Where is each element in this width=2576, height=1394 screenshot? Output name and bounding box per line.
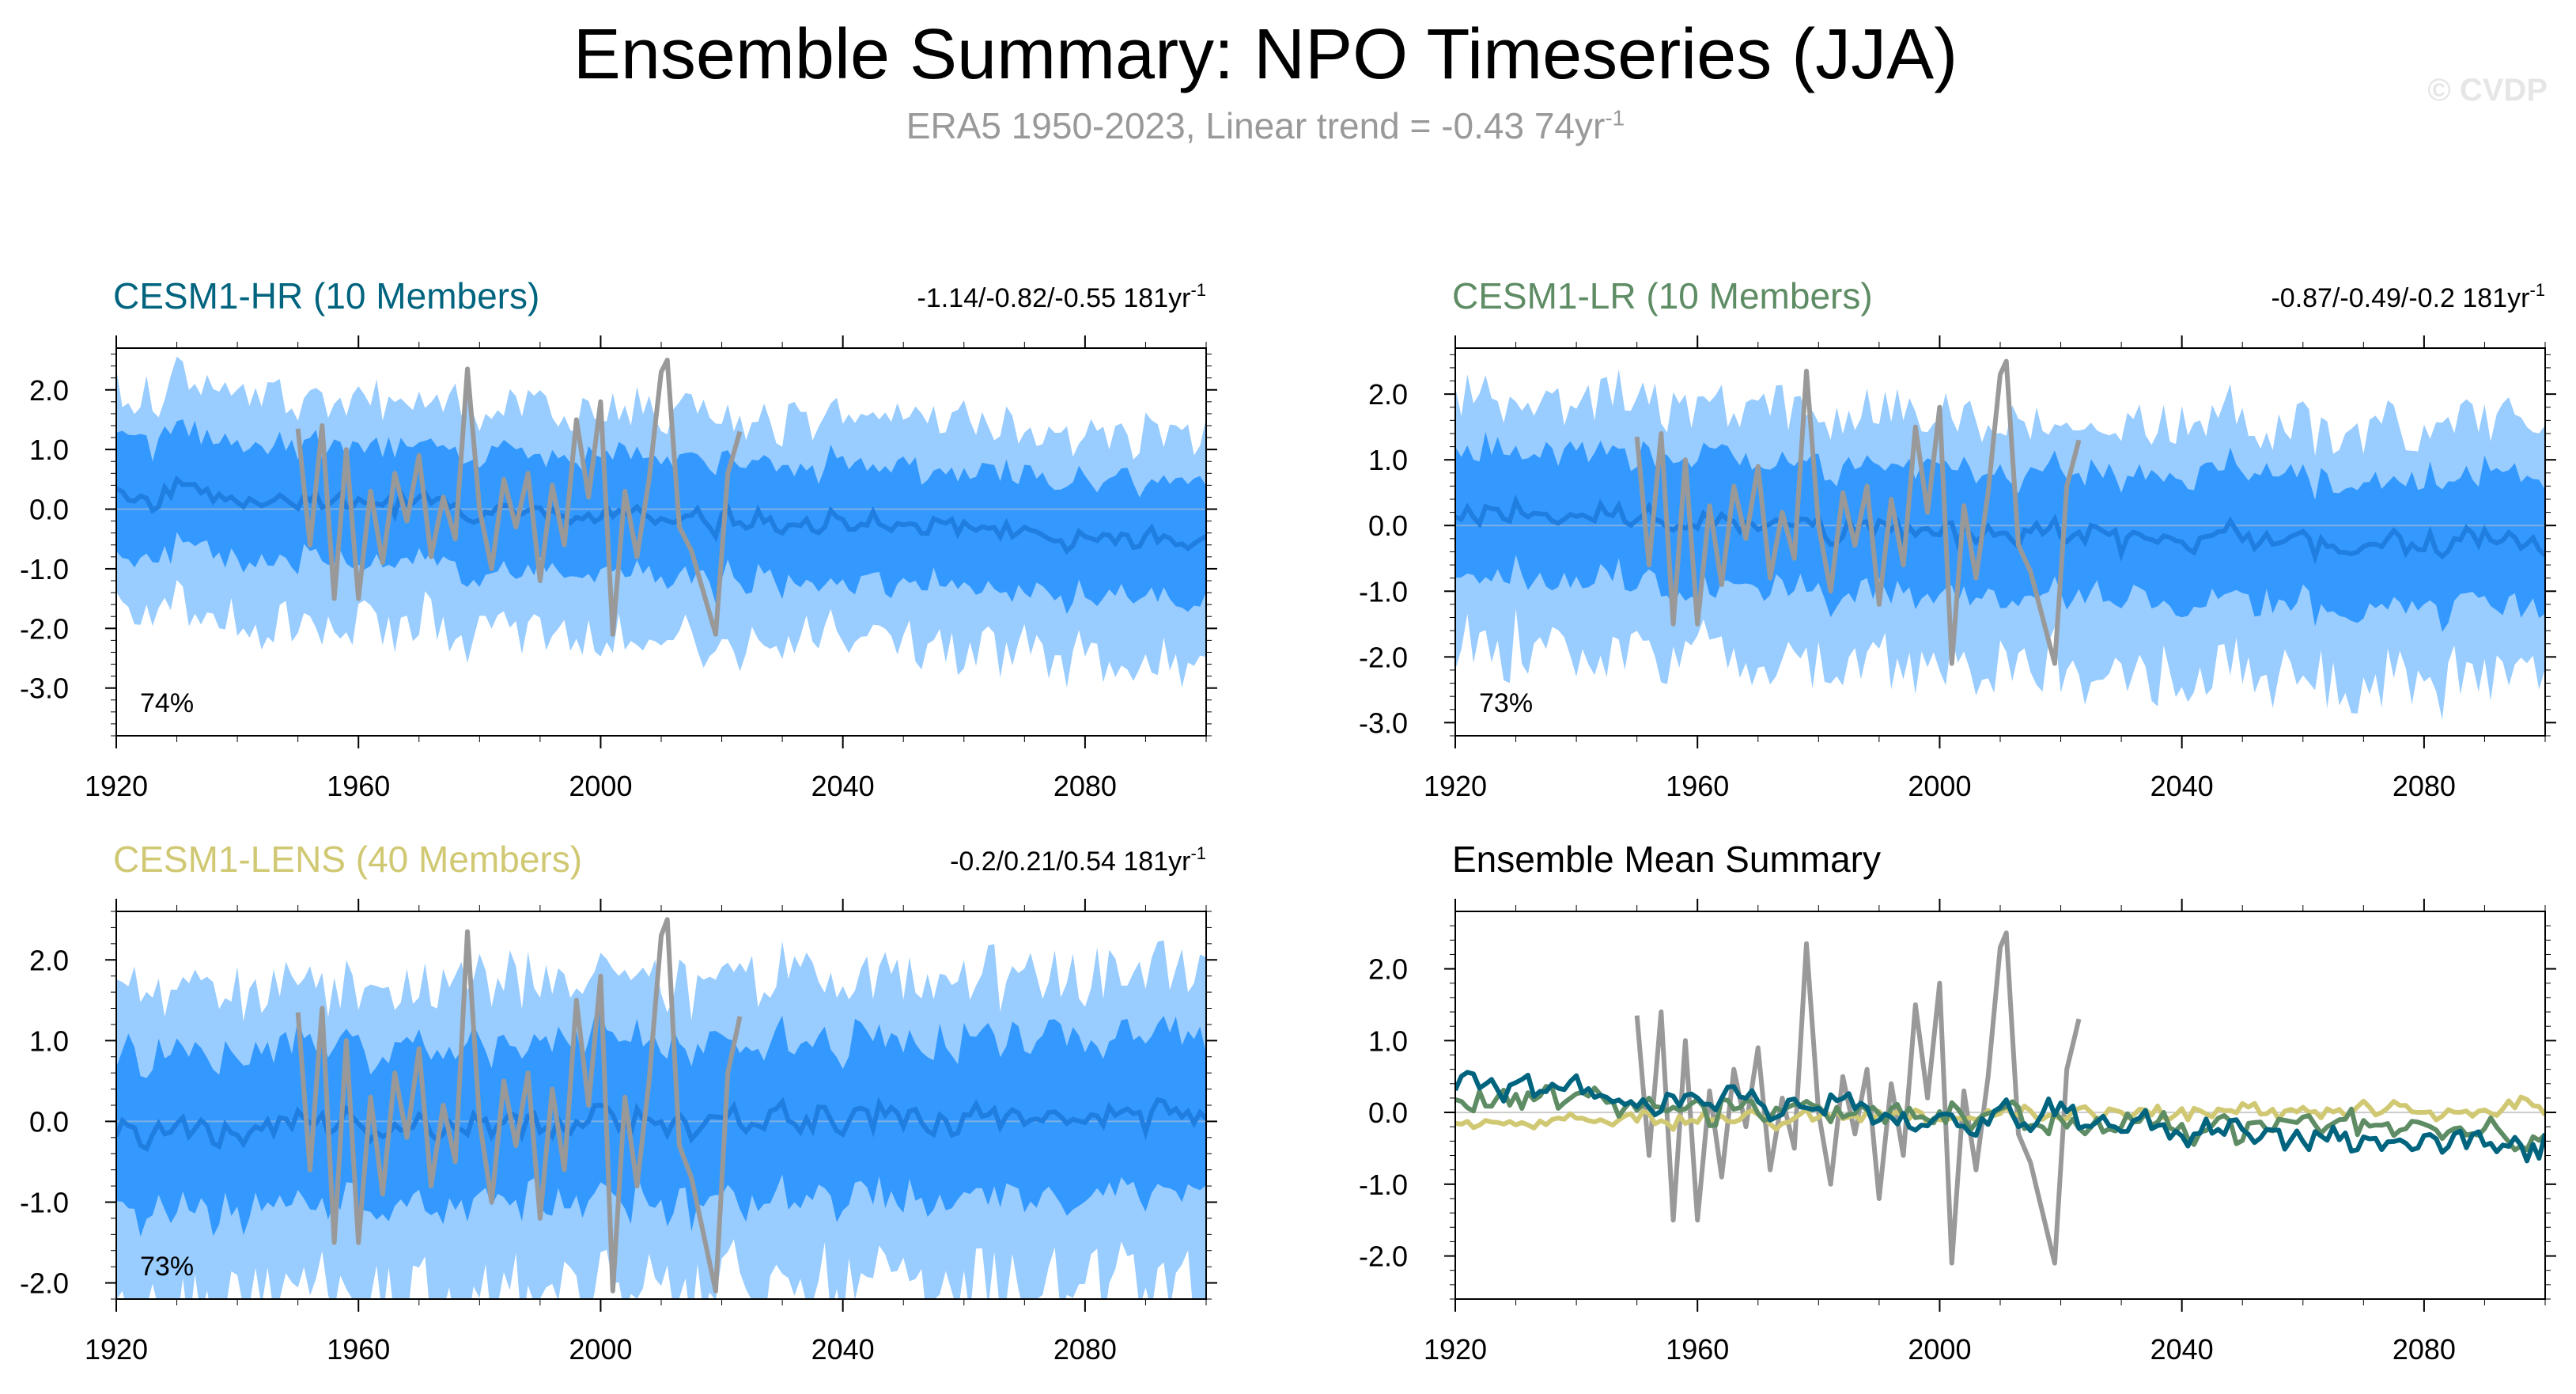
- y-tick-label: 0.0: [29, 1105, 69, 1138]
- ensemble-mean-line: [116, 475, 1206, 555]
- y-tick-label: -1.0: [20, 553, 69, 585]
- y-tick-label: -1.0: [1359, 1169, 1408, 1201]
- x-tick-label: 1960: [327, 1333, 390, 1366]
- trend-text: -1.14/-0.82/-0.55 181yr: [917, 283, 1191, 313]
- x-tick-label: 1920: [1424, 1333, 1487, 1366]
- x-tick-label: 2080: [1053, 1333, 1117, 1366]
- y-tick-label: -2.0: [1359, 641, 1408, 673]
- y-tick-label: 1.0: [1368, 444, 1408, 476]
- y-tick-label: -1.0: [20, 1187, 69, 1219]
- y-tick-label: -3.0: [1359, 706, 1408, 739]
- y-tick-label: 2.0: [29, 944, 69, 976]
- era5-line: [295, 358, 743, 637]
- y-tick-label: 1.0: [29, 1025, 69, 1057]
- x-tick-label: 2000: [1908, 1333, 1971, 1366]
- era5-line: [295, 917, 743, 1294]
- percent-label: 73%: [1479, 688, 1533, 718]
- panel-title: CESM1-LENS (40 Members): [113, 839, 582, 880]
- trend-text: -0.87/-0.49/-0.2 181yr: [2271, 283, 2529, 313]
- chart-panel-3: CESM1-LENS (40 Members) -0.2/0.21/0.54 18…: [20, 839, 1217, 1366]
- era5-line: [1634, 358, 2082, 666]
- plot-area: [1455, 930, 2545, 1266]
- plot-area: [116, 917, 1206, 1299]
- trend-superscript: -1: [1190, 280, 1206, 300]
- x-tick-label: 1960: [1666, 1333, 1729, 1366]
- chart-panel-1: CESM1-HR (10 Members) -1.14/-0.82/-0.55 1…: [20, 275, 1217, 802]
- ensemble-mean-line: [1455, 494, 2545, 565]
- y-tick-label: -2.0: [1359, 1241, 1408, 1273]
- x-tick-label: 2080: [1053, 770, 1117, 802]
- x-tick-label: 2000: [569, 1333, 632, 1366]
- mean-line-lens: [1455, 1094, 2545, 1132]
- y-tick-label: -3.0: [20, 672, 69, 705]
- x-tick-label: 2040: [2150, 1333, 2214, 1366]
- era5-line: [1634, 930, 2082, 1266]
- x-tick-label: 2040: [811, 1333, 875, 1366]
- subtitle-superscript: -1: [1605, 105, 1625, 131]
- x-tick-label: 1920: [85, 770, 148, 802]
- trend-superscript: -1: [1190, 843, 1206, 863]
- y-tick-label: 2.0: [1368, 378, 1408, 411]
- percent-label: 73%: [140, 1252, 194, 1282]
- plot-area: [1455, 358, 2545, 720]
- trend-label: -0.87/-0.49/-0.2 181yr-1: [2271, 280, 2545, 313]
- y-tick-label: 1.0: [29, 434, 69, 466]
- trend-text: -0.2/0.21/0.54 181yr: [950, 847, 1190, 877]
- x-tick-label: 1960: [327, 770, 390, 802]
- percent-label: 74%: [140, 688, 194, 718]
- x-tick-label: 2040: [811, 770, 875, 802]
- y-tick-label: -2.0: [20, 1267, 69, 1300]
- x-tick-label: 2040: [2150, 770, 2214, 802]
- x-tick-label: 2000: [569, 770, 632, 802]
- chart-panel-2: CESM1-LR (10 Members) -0.87/-0.49/-0.2 18…: [1359, 275, 2556, 802]
- panel-title: CESM1-HR (10 Members): [113, 275, 539, 316]
- trend-superscript: -1: [2529, 280, 2545, 300]
- y-tick-label: 1.0: [1368, 1025, 1408, 1057]
- y-tick-label: 0.0: [1368, 1097, 1408, 1129]
- plot-area: [116, 356, 1206, 688]
- y-tick-label: 0.0: [1368, 509, 1408, 542]
- panel-title: CESM1-LR (10 Members): [1452, 275, 1873, 316]
- cvdp-watermark: © CVDP: [2427, 73, 2548, 108]
- trend-label: -1.14/-0.82/-0.55 181yr-1: [917, 280, 1206, 313]
- x-tick-label: 1960: [1666, 770, 1729, 802]
- mean-line-hr: [1455, 1070, 2545, 1164]
- panel-title: Ensemble Mean Summary: [1452, 839, 1881, 880]
- mean-line-lr: [1455, 1084, 2545, 1153]
- x-tick-label: 2080: [2393, 1333, 2456, 1366]
- x-tick-label: 2000: [1908, 770, 1971, 802]
- trend-label: -0.2/0.21/0.54 181yr-1: [950, 843, 1206, 877]
- y-tick-label: -2.0: [20, 612, 69, 645]
- y-tick-label: 2.0: [29, 374, 69, 407]
- ensemble-mean-line: [116, 1097, 1206, 1152]
- y-tick-label: 2.0: [1368, 953, 1408, 986]
- y-tick-label: -1.0: [1359, 575, 1408, 608]
- x-tick-label: 1920: [1424, 770, 1487, 802]
- x-tick-label: 1920: [85, 1333, 148, 1366]
- chart-panel-4: Ensemble Mean Summary 2.0 1.0 0.0 -1.0 -2.0 19…: [1359, 839, 2556, 1366]
- subtitle-text: ERA5 1950-2023, Linear trend = -0.43 74y…: [906, 105, 1606, 146]
- x-tick-label: 2080: [2393, 770, 2456, 802]
- figure-title: Ensemble Summary: NPO Timeseries (JJA): [573, 15, 1958, 94]
- y-tick-label: 0.0: [29, 494, 69, 526]
- figure-subtitle: ERA5 1950-2023, Linear trend = -0.43 74y…: [0, 104, 2531, 147]
